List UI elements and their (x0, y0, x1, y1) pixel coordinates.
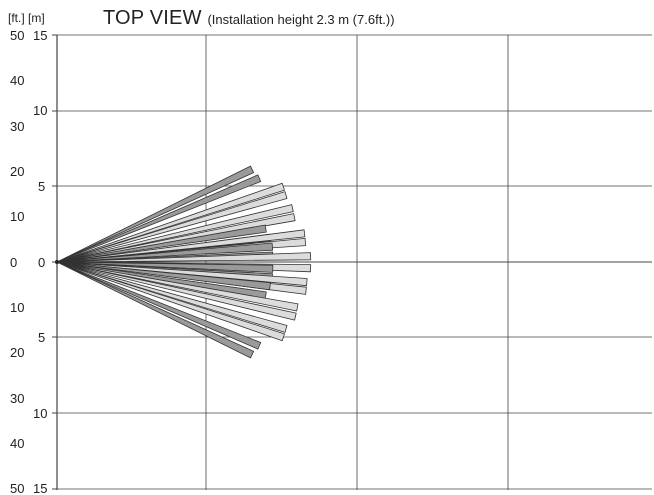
detection-zone-19 (56, 261, 271, 291)
detection-zone-23 (56, 261, 288, 333)
detection-zone-9 (56, 229, 306, 263)
detection-zones (56, 165, 312, 359)
ft-label-bottom-50: 50 (10, 481, 25, 495)
ft-label-top-30: 30 (10, 119, 25, 134)
ft-label-bottom-40: 40 (10, 436, 25, 451)
detection-zone-25 (56, 261, 262, 350)
ft-label-top-20: 20 (10, 164, 25, 179)
m-label-top-5: 5 (38, 179, 46, 194)
detection-zone-13 (56, 252, 312, 263)
sensor-origin (55, 260, 59, 264)
detection-zone-4 (56, 191, 288, 263)
m-label-bottom-10: 10 (33, 406, 48, 421)
title-text: TOP VIEW (103, 7, 202, 29)
detection-zone-3 (56, 182, 285, 263)
detection-zone-22 (56, 261, 297, 321)
detection-zone-7 (56, 224, 267, 263)
units-label: [ft.] [m] (8, 11, 45, 25)
m-label-top-15: 15 (33, 28, 48, 43)
m-label-top-10: 10 (33, 103, 48, 118)
ft-label-top-50: 50 (10, 28, 25, 43)
m-label-bottom-5: 5 (38, 330, 46, 345)
detection-zone-26 (56, 261, 255, 359)
m-label-zero: 0 (38, 255, 46, 270)
detection-zone-21 (56, 261, 299, 312)
ft-label-bottom-30: 30 (10, 391, 25, 406)
ft-label-zero: 0 (10, 255, 18, 270)
detection-zone-1 (56, 165, 255, 263)
detection-zone-2 (56, 174, 262, 263)
title-subtitle: (Installation height 2.3 m (7.6ft.)) (207, 12, 395, 27)
detection-zone-24 (56, 261, 285, 342)
detection-zone-5 (56, 204, 294, 263)
detection-zone-11 (56, 242, 274, 263)
ft-label-top-40: 40 (10, 73, 25, 88)
m-label-bottom-15: 15 (33, 481, 48, 495)
diagram-title: TOP VIEW (Installation height 2.3 m (7.6… (103, 8, 395, 28)
ft-label-bottom-10: 10 (10, 300, 25, 315)
ft-label-top-10: 10 (10, 209, 25, 224)
ft-label-bottom-20: 20 (10, 345, 25, 360)
